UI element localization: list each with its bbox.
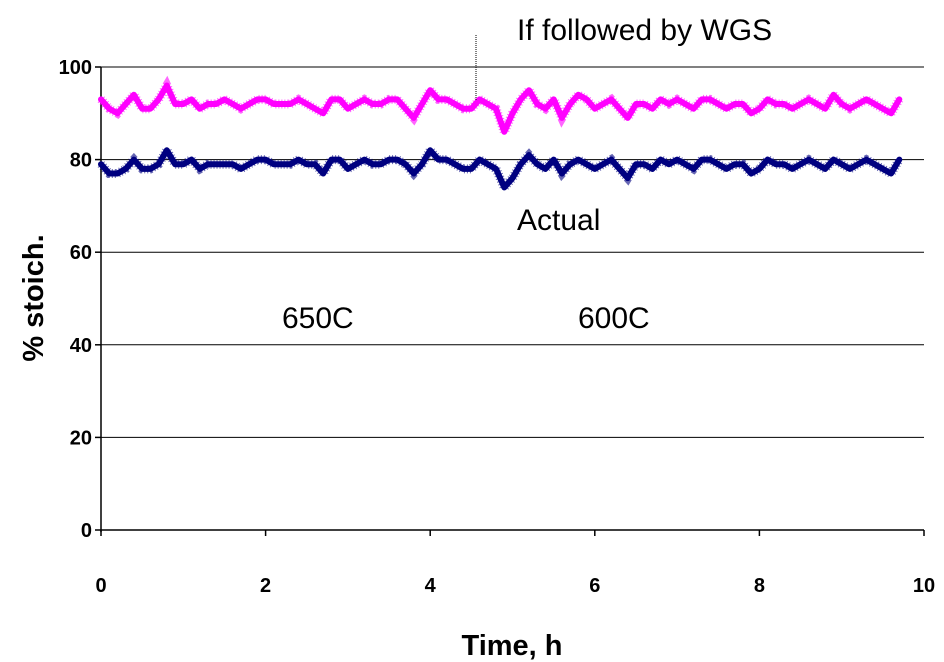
y-tick-label: 20	[70, 427, 92, 449]
x-tick-label: 6	[589, 575, 600, 597]
x-axis-ticks: 0 2 4 6 8 10	[95, 530, 935, 597]
series-line-0	[98, 82, 903, 135]
y-tick-label: 80	[70, 150, 92, 172]
annotation-actual: Actual	[517, 204, 600, 237]
y-tick-label: 40	[70, 335, 92, 357]
x-tick-label: 10	[913, 575, 935, 597]
x-axis-title: Time, h	[462, 630, 563, 662]
y-axis-title: % stoich.	[18, 234, 50, 361]
y-axis-ticks: 0 20 40 60 80 100	[59, 57, 101, 542]
gridlines	[101, 66, 924, 438]
annotation-650c: 650C	[282, 302, 354, 335]
series-marker-0	[97, 75, 904, 144]
y-tick-label: 60	[70, 242, 92, 264]
series-marker-1	[97, 141, 904, 196]
x-tick-label: 4	[425, 575, 437, 597]
annotation-600c: 600C	[578, 302, 650, 335]
y-tick-label: 0	[81, 520, 92, 542]
x-tick-label: 8	[754, 575, 765, 597]
series-line-1	[98, 147, 903, 191]
series-group	[97, 75, 904, 196]
annotation-wgs: If followed by WGS	[517, 14, 772, 47]
x-tick-label: 0	[95, 575, 106, 597]
x-tick-label: 2	[260, 575, 271, 597]
y-tick-label: 100	[59, 57, 92, 79]
